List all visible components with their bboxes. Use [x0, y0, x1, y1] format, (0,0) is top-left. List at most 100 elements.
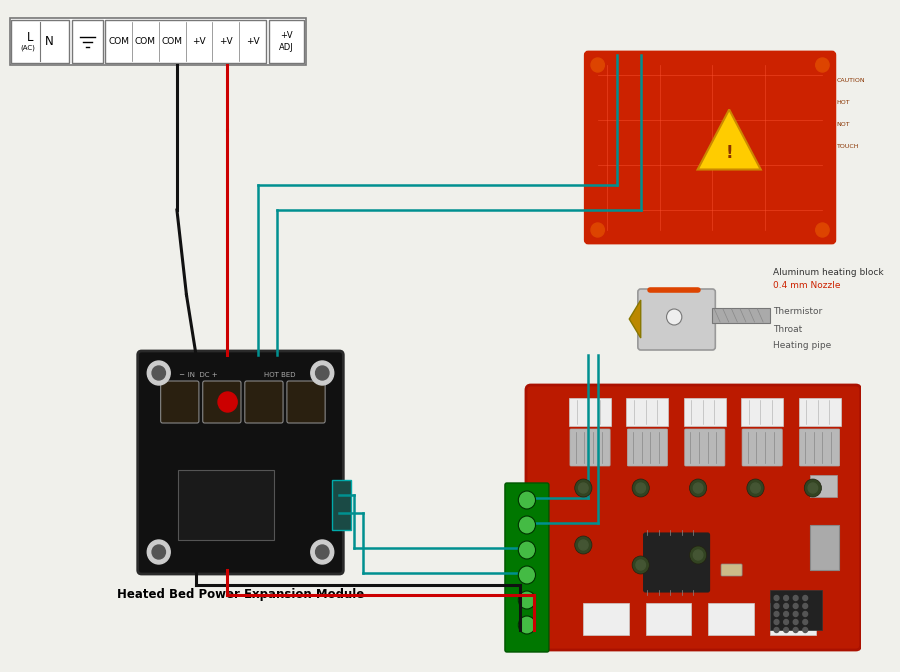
- FancyBboxPatch shape: [570, 429, 610, 466]
- Circle shape: [784, 603, 788, 609]
- Bar: [72, 20, 104, 63]
- Circle shape: [815, 223, 829, 237]
- Bar: [770, 590, 823, 630]
- Bar: [810, 475, 837, 497]
- Circle shape: [803, 612, 807, 616]
- Circle shape: [636, 560, 645, 570]
- Text: COM: COM: [162, 37, 183, 46]
- Circle shape: [591, 223, 605, 237]
- Circle shape: [689, 546, 706, 564]
- Text: (AC): (AC): [21, 44, 35, 51]
- Circle shape: [632, 556, 649, 574]
- FancyBboxPatch shape: [245, 381, 284, 423]
- Bar: [105, 20, 266, 63]
- Circle shape: [803, 595, 807, 601]
- FancyBboxPatch shape: [138, 351, 343, 574]
- Bar: [626, 398, 669, 426]
- Bar: [770, 603, 815, 635]
- Circle shape: [218, 392, 238, 412]
- Bar: [713, 308, 770, 323]
- Circle shape: [747, 479, 764, 497]
- FancyBboxPatch shape: [742, 429, 782, 466]
- Circle shape: [632, 479, 649, 497]
- Circle shape: [518, 616, 536, 634]
- Circle shape: [815, 58, 829, 72]
- Circle shape: [784, 612, 788, 616]
- Circle shape: [774, 628, 778, 632]
- Text: Thermistor: Thermistor: [773, 308, 822, 317]
- FancyBboxPatch shape: [161, 381, 199, 423]
- Bar: [12, 20, 69, 63]
- Circle shape: [774, 603, 778, 609]
- Circle shape: [518, 541, 536, 559]
- Text: Heating pipe: Heating pipe: [773, 341, 831, 351]
- Circle shape: [805, 479, 822, 497]
- Text: Heated Bed Power Expansion Module: Heated Bed Power Expansion Module: [117, 588, 364, 601]
- Circle shape: [803, 628, 807, 632]
- Circle shape: [774, 595, 778, 601]
- Bar: [741, 398, 783, 426]
- Text: +V: +V: [192, 37, 206, 46]
- Circle shape: [803, 603, 807, 609]
- Circle shape: [793, 628, 798, 632]
- FancyBboxPatch shape: [202, 381, 241, 423]
- Text: CAUTION: CAUTION: [837, 77, 866, 83]
- Circle shape: [591, 58, 605, 72]
- Circle shape: [575, 479, 592, 497]
- Circle shape: [808, 483, 817, 493]
- Text: +V: +V: [280, 31, 292, 40]
- Bar: [707, 603, 753, 635]
- Circle shape: [579, 540, 588, 550]
- Circle shape: [793, 612, 798, 616]
- Circle shape: [751, 483, 760, 493]
- Circle shape: [152, 545, 166, 559]
- Circle shape: [774, 612, 778, 616]
- Circle shape: [316, 545, 329, 559]
- Circle shape: [793, 603, 798, 609]
- Text: +V: +V: [246, 37, 259, 46]
- Polygon shape: [629, 300, 641, 338]
- Bar: [569, 398, 611, 426]
- Circle shape: [575, 536, 592, 554]
- Circle shape: [803, 620, 807, 624]
- Text: Aluminum heating block: Aluminum heating block: [773, 268, 883, 277]
- Text: HOT BED: HOT BED: [265, 372, 296, 378]
- Text: COM: COM: [135, 37, 156, 46]
- Text: +V: +V: [219, 37, 232, 46]
- Bar: [178, 470, 274, 540]
- Circle shape: [793, 620, 798, 624]
- Bar: [332, 480, 351, 530]
- Text: 0.4 mm Nozzle: 0.4 mm Nozzle: [773, 281, 841, 290]
- Circle shape: [774, 620, 778, 624]
- Circle shape: [148, 540, 170, 564]
- Text: HOT: HOT: [837, 99, 850, 105]
- FancyBboxPatch shape: [627, 429, 668, 466]
- FancyBboxPatch shape: [638, 289, 716, 350]
- Circle shape: [152, 366, 166, 380]
- Bar: [810, 525, 839, 570]
- FancyBboxPatch shape: [799, 429, 840, 466]
- Text: TOUCH: TOUCH: [837, 144, 859, 149]
- Circle shape: [148, 361, 170, 385]
- Text: N: N: [45, 35, 54, 48]
- Text: COM: COM: [108, 37, 129, 46]
- Circle shape: [667, 309, 682, 325]
- FancyBboxPatch shape: [505, 483, 549, 652]
- Bar: [269, 20, 304, 63]
- FancyBboxPatch shape: [10, 18, 306, 65]
- Text: L: L: [27, 31, 34, 44]
- Circle shape: [316, 366, 329, 380]
- Circle shape: [693, 550, 703, 560]
- Bar: [645, 603, 691, 635]
- Circle shape: [518, 591, 536, 609]
- Circle shape: [636, 483, 645, 493]
- FancyBboxPatch shape: [685, 429, 724, 466]
- Circle shape: [518, 566, 536, 584]
- Circle shape: [310, 361, 334, 385]
- Bar: [583, 603, 629, 635]
- Text: Throat: Throat: [773, 325, 802, 333]
- Circle shape: [518, 491, 536, 509]
- FancyBboxPatch shape: [644, 533, 709, 592]
- Circle shape: [784, 620, 788, 624]
- Circle shape: [689, 479, 706, 497]
